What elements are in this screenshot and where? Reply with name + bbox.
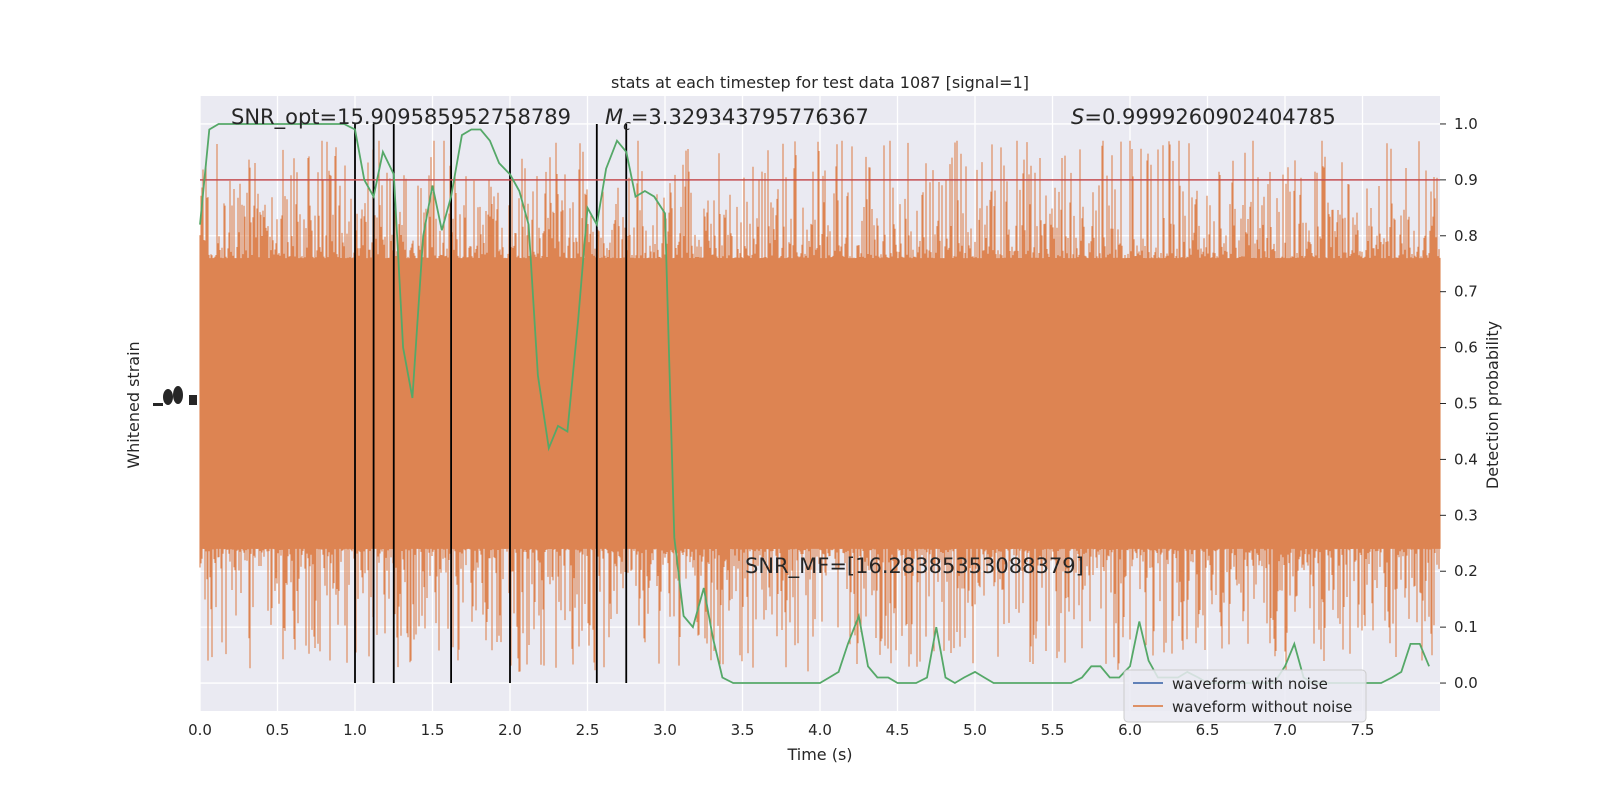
y-tick-label: 0.5 [1454, 395, 1478, 413]
snr-opt-annotation: SNR_opt=15.909585952758789 [231, 105, 571, 130]
x-tick-label: 7.0 [1273, 721, 1297, 739]
y-tick-label: 0.3 [1454, 506, 1478, 524]
y-tick-label: 0.6 [1454, 339, 1478, 357]
x-axis-label: Time (s) [786, 745, 852, 764]
x-tick-label: 0.0 [188, 721, 212, 739]
left-y-axis-label: Whitened strain [124, 341, 143, 468]
y-tick-label: 0.0 [1454, 674, 1478, 692]
legend-label-without-noise: waveform without noise [1172, 698, 1352, 716]
x-tick-label: 2.5 [576, 721, 600, 739]
right-y-axis-label: Detection probability [1483, 321, 1502, 489]
x-axis-ticks: 0.0 0.5 1.0 1.5 2.0 2.5 3.0 3.5 4.0 4.5 5.0 5.5 6.0 6… [188, 721, 1374, 739]
x-tick-label: 6.5 [1196, 721, 1220, 739]
strain-series-without-noise [199, 140, 1441, 672]
y-tick-label: 0.2 [1454, 562, 1478, 580]
strain-trace [199, 140, 1441, 672]
legend-label-with-noise: waveform with noise [1172, 675, 1328, 693]
left-y-axis-garbled-ticks [153, 386, 197, 406]
legend: waveform with noise waveform without noi… [1123, 669, 1367, 723]
snr-mf-annotation: SNR_MF=[16.28385353088379] [745, 554, 1084, 579]
x-tick-label: 0.5 [266, 721, 290, 739]
x-tick-label: 3.5 [731, 721, 755, 739]
x-tick-label: 1.0 [343, 721, 367, 739]
plot-area [199, 96, 1441, 711]
x-tick-label: 7.5 [1351, 721, 1375, 739]
y-tick-label: 0.8 [1454, 227, 1478, 245]
chirp-mass-annotation: Mc=3.329343795776367 [605, 105, 869, 134]
x-tick-label: 6.0 [1118, 721, 1142, 739]
x-tick-label: 4.5 [886, 721, 910, 739]
y-tick-label: 0.9 [1454, 171, 1478, 189]
x-tick-label: 1.5 [421, 721, 445, 739]
y-tick-label: 1.0 [1454, 115, 1478, 133]
x-tick-label: 3.0 [653, 721, 677, 739]
right-y-axis-ticks: 0.0 0.1 0.2 0.3 0.4 0.5 0.6 0.7 0.8 0.9 1.0 [1440, 115, 1478, 692]
legend-box [1123, 669, 1367, 723]
y-tick-label: 0.4 [1454, 450, 1478, 468]
x-tick-label: 4.0 [808, 721, 832, 739]
x-tick-label: 5.0 [963, 721, 987, 739]
score-annotation: S=0.9999260902404785 [1071, 105, 1336, 129]
y-tick-label: 0.7 [1454, 283, 1478, 301]
y-tick-label: 0.1 [1454, 618, 1478, 636]
x-tick-label: 5.5 [1041, 721, 1065, 739]
chart-title: stats at each timestep for test data 108… [611, 73, 1029, 92]
event-marker-lines [354, 123, 628, 684]
x-tick-label: 2.0 [498, 721, 522, 739]
